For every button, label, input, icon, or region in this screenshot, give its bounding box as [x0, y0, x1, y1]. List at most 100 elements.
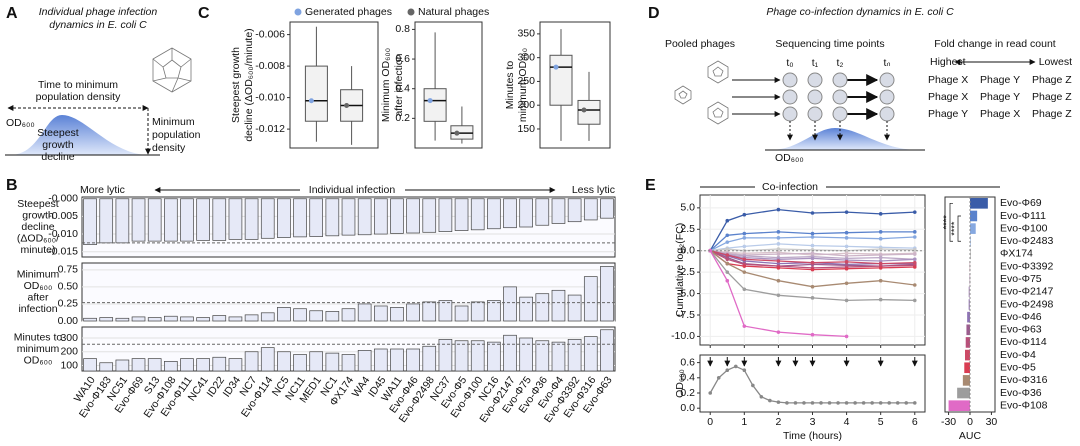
- point: [742, 257, 747, 262]
- bar: [260, 312, 275, 322]
- plot-frame: [414, 21, 483, 149]
- y-tick-label: 250: [517, 75, 535, 87]
- od-curve-d: [770, 128, 920, 150]
- point: [776, 242, 781, 246]
- point: [708, 248, 713, 253]
- ranking-cell: Phage X: [980, 108, 1020, 120]
- min-label: Minimum: [152, 116, 195, 128]
- point: [776, 261, 781, 266]
- sample-node: [807, 72, 823, 88]
- y-axis-label: minimum: [17, 343, 60, 355]
- bar: [551, 198, 566, 224]
- point: [844, 210, 849, 214]
- point: [912, 252, 917, 256]
- point: [870, 401, 874, 405]
- min-label: density: [152, 142, 186, 154]
- legend-label: Evo-Φ316: [1000, 374, 1048, 386]
- ranking-cell: Phage Z: [1032, 108, 1072, 120]
- bar: [83, 317, 97, 322]
- series-line: [709, 250, 847, 338]
- bar: [519, 296, 533, 322]
- sample-node: [832, 106, 848, 122]
- title: Co-infection: [762, 181, 818, 193]
- point: [912, 265, 917, 269]
- legend-label: Evo-Φ111: [1000, 210, 1046, 222]
- bar: [131, 358, 146, 372]
- point: [878, 236, 883, 241]
- point: [895, 401, 900, 405]
- point: [844, 230, 849, 235]
- legend-label: Evo-Φ108: [1000, 399, 1048, 411]
- point: [810, 235, 815, 239]
- bar: [228, 316, 243, 322]
- y-tick-label: -7.5: [677, 309, 695, 321]
- bar: [470, 340, 485, 372]
- point: [878, 255, 883, 260]
- ranking-cell: Phage X: [928, 74, 968, 86]
- y-tick-label: 0.8: [395, 23, 410, 35]
- annotation: ****: [949, 221, 959, 236]
- point: [844, 248, 849, 253]
- bar: [600, 329, 614, 372]
- bar: [309, 198, 324, 237]
- sample-node: [782, 89, 798, 105]
- panel-letter: D: [648, 5, 660, 22]
- bar: [196, 358, 210, 372]
- bar: [309, 310, 324, 322]
- y-tick-label: -0.008: [255, 60, 285, 72]
- point: [810, 284, 815, 289]
- bar: [600, 266, 614, 322]
- time-point: t₂: [837, 57, 844, 69]
- box: [423, 88, 447, 122]
- bar: [115, 317, 130, 322]
- point: [844, 236, 849, 240]
- bar: [519, 337, 533, 372]
- box-dot: [454, 130, 460, 136]
- bar: [164, 361, 178, 372]
- y-tick-label: 200: [517, 99, 535, 111]
- auc-bar: [966, 324, 970, 336]
- point: [878, 259, 883, 263]
- time-label: Time to minimum: [38, 79, 118, 91]
- bar: [583, 198, 598, 221]
- point: [725, 247, 730, 251]
- x-tick-label: 0: [967, 416, 973, 428]
- point: [844, 334, 849, 339]
- series-line: [710, 250, 915, 260]
- sample-node: [807, 106, 823, 122]
- bar: [244, 314, 259, 322]
- bar: [99, 198, 114, 244]
- legend-label: Evo-Φ5: [1000, 362, 1036, 374]
- y-tick-label: -10.0: [671, 330, 695, 342]
- point: [844, 260, 849, 264]
- point: [742, 236, 747, 240]
- bar: [260, 198, 275, 239]
- box-dot: [581, 107, 587, 113]
- bar: [147, 358, 162, 372]
- bar: [422, 198, 437, 233]
- point: [878, 401, 883, 405]
- legend-label: Evo-Φ75: [1000, 273, 1042, 285]
- y-axis-label: OD₆₀₀: [674, 369, 686, 398]
- y-tick-label: 100: [60, 359, 78, 371]
- point: [904, 401, 909, 405]
- point: [912, 298, 917, 303]
- point: [810, 211, 815, 215]
- y-tick-label: -0.005: [48, 210, 78, 222]
- bar: [406, 198, 420, 234]
- bar: [293, 308, 307, 322]
- pooled: Pooled phages: [665, 38, 735, 50]
- x-tick-label: -30: [941, 416, 956, 428]
- bar: [228, 358, 243, 372]
- bar: [487, 300, 501, 322]
- point: [716, 376, 721, 380]
- od-curve: [10, 115, 150, 155]
- bar: [551, 341, 566, 372]
- bar: [406, 303, 420, 322]
- point: [810, 332, 815, 337]
- bar: [325, 311, 340, 322]
- box-dot: [344, 102, 350, 108]
- point: [751, 383, 755, 388]
- bar: [260, 347, 275, 372]
- point: [912, 257, 917, 262]
